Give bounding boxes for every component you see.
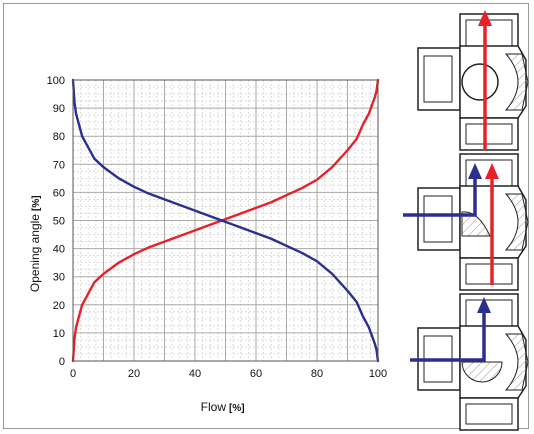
red-flow-arrow-middle (485, 163, 499, 285)
x-tick-label: 100 (369, 368, 387, 380)
plot-border (72, 79, 379, 362)
major-grid (73, 80, 378, 361)
y-axis-label: Opening angle (28, 214, 42, 292)
x-axis-unit: [%] (229, 403, 245, 414)
x-tick-label: 80 (311, 368, 323, 380)
x-tick-label: 40 (189, 368, 201, 380)
x-tick-label: 20 (128, 368, 140, 380)
x-tick-label: 60 (250, 368, 262, 380)
valve-diagram-top (417, 13, 529, 151)
y-tick-label: 50 (53, 216, 65, 228)
red-flow-arrow-top (478, 10, 492, 150)
y-tick-label: 60 (53, 187, 65, 199)
x-tick-label: 0 (70, 368, 76, 380)
valve-diagram-bottom (417, 293, 529, 431)
y-tick-label: 90 (53, 103, 65, 115)
y-tick-label: 30 (53, 272, 65, 284)
y-tick-label: 10 (53, 328, 65, 340)
blue-flow-arrow-middle (403, 163, 482, 217)
x-axis-label: Flow (201, 400, 227, 414)
y-tick-label: 80 (53, 131, 65, 143)
y-axis-unit: [%] (31, 195, 42, 211)
y-tick-label: 100 (47, 75, 65, 87)
y-tick-label: 70 (53, 159, 65, 171)
series-layer (71, 78, 380, 363)
y-tick-label: 0 (59, 356, 65, 368)
y-tick-label: 20 (53, 300, 65, 312)
y-tick-label: 40 (53, 244, 65, 256)
series-line-2 (71, 78, 380, 363)
series-line-1 (71, 78, 380, 363)
tick-labels: 0 20 40 60 80 100 0 10 20 30 40 50 60 70 80 90 100 (47, 75, 388, 380)
blue-flow-arrow-bottom (410, 297, 491, 362)
